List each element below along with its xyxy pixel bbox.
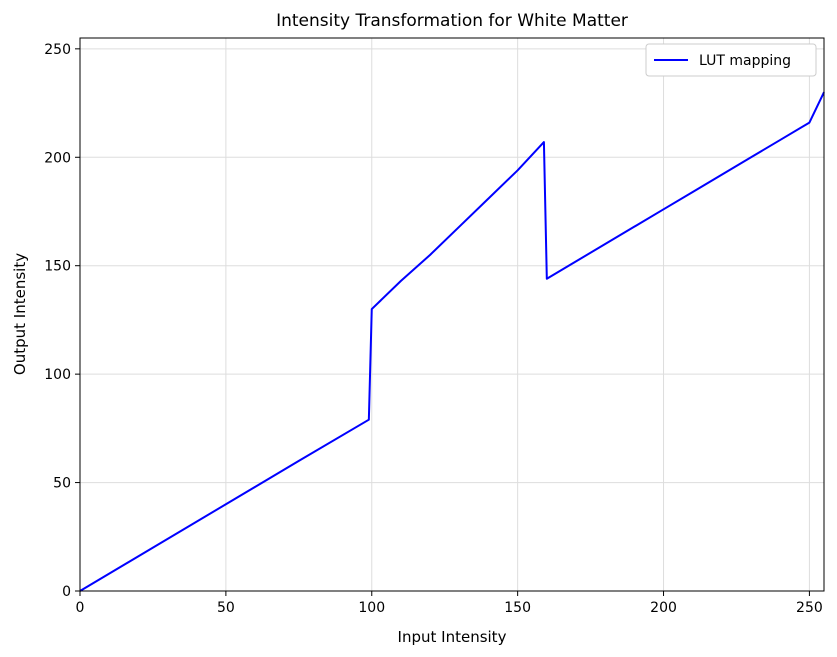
legend-label-lut-mapping: LUT mapping bbox=[699, 53, 791, 69]
x-axis-ticks: 0 50 100 150 200 250 bbox=[76, 591, 823, 616]
y-tick-label: 250 bbox=[44, 42, 71, 58]
legend: LUT mapping bbox=[645, 43, 817, 77]
x-tick-label: 50 bbox=[217, 600, 235, 616]
series-layer bbox=[79, 91, 825, 592]
x-tick-label: 250 bbox=[796, 600, 823, 616]
y-tick-label: 0 bbox=[62, 584, 71, 600]
y-tick-label: 200 bbox=[44, 150, 71, 166]
x-axis-label: Input Intensity bbox=[398, 628, 507, 646]
y-axis-label: Output Intensity bbox=[11, 253, 29, 375]
y-tick-label: 100 bbox=[44, 367, 71, 383]
y-tick-label: 50 bbox=[53, 476, 71, 492]
x-tick-label: 150 bbox=[504, 600, 531, 616]
x-tick-label: 100 bbox=[358, 600, 385, 616]
x-tick-label: 200 bbox=[650, 600, 677, 616]
y-tick-label: 150 bbox=[44, 259, 71, 275]
chart-title: Intensity Transformation for White Matte… bbox=[276, 11, 628, 31]
legend-box bbox=[645, 43, 817, 77]
plot-frame bbox=[79, 37, 825, 592]
series-line-lut-mapping bbox=[79, 91, 825, 592]
x-tick-label: 0 bbox=[76, 600, 85, 616]
y-axis-ticks: 0 50 100 150 200 250 bbox=[44, 42, 80, 600]
